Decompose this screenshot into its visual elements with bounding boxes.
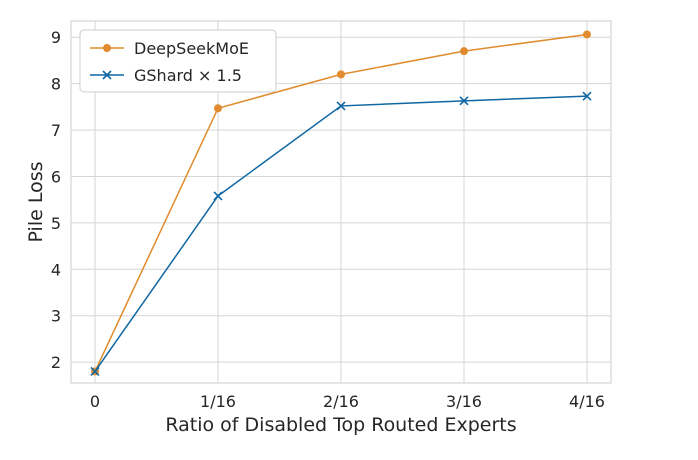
y-tick-label: 2: [51, 353, 61, 372]
marker-stroke: [582, 91, 592, 101]
data-point-deepseekmoe: [460, 47, 468, 56]
y-tick-label: 3: [51, 307, 61, 326]
y-tick-label: 9: [51, 28, 61, 47]
x-tick-label: 1/16: [200, 392, 236, 411]
x-axis-label: Ratio of Disabled Top Routed Experts: [165, 414, 516, 436]
marker-stroke: [102, 70, 112, 80]
data-point-gshard: [336, 101, 346, 111]
y-axis-label: Pile Loss: [25, 161, 47, 242]
legend-label-deepseekmoe: DeepSeekMoE: [134, 39, 249, 58]
marker-stroke: [459, 96, 469, 106]
legend-marker-gshard: [102, 70, 112, 80]
data-point-gshard: [90, 366, 100, 376]
data-point-deepseekmoe: [337, 70, 345, 79]
y-tick-label: 4: [51, 260, 61, 279]
legend-label-gshard: GShard × 1.5: [134, 66, 242, 85]
legend: DeepSeekMoE GShard × 1.5: [79, 29, 277, 93]
y-tick-label: 8: [51, 75, 61, 94]
legend-marker-deepseekmoe: [103, 44, 111, 52]
series-layer: [90, 30, 592, 376]
x-tick-label: 0: [90, 392, 100, 411]
legend-x-marker: [102, 70, 112, 80]
x-tick-label: 2/16: [323, 392, 359, 411]
legend-box: [79, 29, 277, 93]
marker-stroke: [90, 366, 100, 376]
grid: [71, 21, 611, 383]
tick-labels: 2 3 4 5 6 7 8 9 0 1/16 2/16 3/16 4/16: [51, 28, 605, 411]
y-tick-label: 7: [51, 121, 61, 140]
data-point-gshard: [582, 91, 592, 101]
marker-stroke: [213, 191, 223, 201]
data-point-deepseekmoe: [583, 30, 591, 39]
x-tick-label: 4/16: [569, 392, 605, 411]
data-point-gshard: [213, 191, 223, 201]
y-tick-label: 6: [51, 167, 61, 186]
x-tick-label: 3/16: [446, 392, 482, 411]
marker-stroke: [336, 101, 346, 111]
data-point-deepseekmoe: [214, 104, 222, 113]
data-point-gshard: [459, 96, 469, 106]
plot-frame: [70, 20, 612, 384]
y-tick-label: 5: [51, 214, 61, 233]
